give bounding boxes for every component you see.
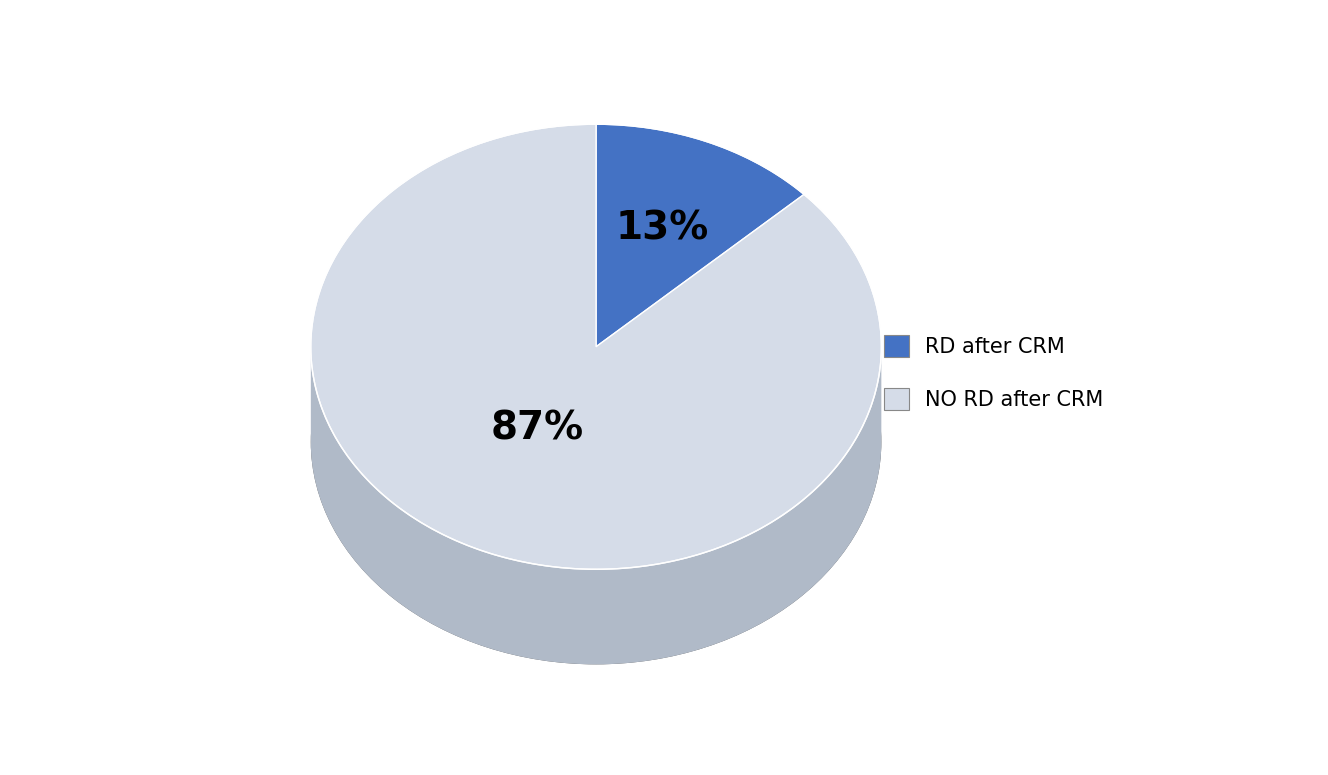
- Polygon shape: [311, 396, 882, 398]
- Polygon shape: [311, 431, 882, 432]
- Polygon shape: [311, 387, 882, 388]
- Polygon shape: [311, 364, 882, 366]
- Polygon shape: [311, 413, 882, 415]
- Polygon shape: [311, 440, 882, 442]
- Polygon shape: [311, 399, 882, 401]
- Polygon shape: [311, 378, 882, 380]
- Polygon shape: [311, 439, 882, 440]
- Polygon shape: [311, 377, 882, 378]
- Text: 13%: 13%: [615, 209, 708, 247]
- Polygon shape: [311, 360, 882, 361]
- Polygon shape: [311, 434, 882, 436]
- Polygon shape: [311, 367, 882, 369]
- Polygon shape: [311, 374, 882, 375]
- Polygon shape: [311, 425, 882, 426]
- Polygon shape: [311, 405, 882, 407]
- Polygon shape: [311, 361, 882, 363]
- Polygon shape: [311, 353, 882, 355]
- Ellipse shape: [311, 219, 882, 664]
- Polygon shape: [311, 380, 882, 381]
- Polygon shape: [311, 346, 882, 348]
- Polygon shape: [311, 418, 882, 419]
- Polygon shape: [311, 422, 882, 423]
- Polygon shape: [311, 356, 882, 358]
- Polygon shape: [311, 404, 882, 405]
- Polygon shape: [311, 348, 882, 350]
- Polygon shape: [311, 350, 882, 664]
- Polygon shape: [311, 390, 882, 391]
- Polygon shape: [311, 393, 882, 394]
- Polygon shape: [311, 410, 882, 412]
- Polygon shape: [311, 391, 882, 393]
- Legend: RD after CRM, NO RD after CRM: RD after CRM, NO RD after CRM: [883, 336, 1104, 410]
- Polygon shape: [311, 426, 882, 428]
- Polygon shape: [311, 401, 882, 402]
- Polygon shape: [311, 384, 882, 387]
- Polygon shape: [311, 432, 882, 434]
- Polygon shape: [596, 124, 803, 346]
- Polygon shape: [311, 375, 882, 377]
- Polygon shape: [311, 350, 882, 352]
- Polygon shape: [311, 381, 882, 383]
- Polygon shape: [311, 124, 882, 570]
- Polygon shape: [311, 358, 882, 360]
- Polygon shape: [311, 428, 882, 429]
- Polygon shape: [311, 394, 882, 396]
- Polygon shape: [311, 402, 882, 404]
- Text: 87%: 87%: [490, 409, 584, 447]
- Polygon shape: [311, 423, 882, 425]
- Polygon shape: [311, 383, 882, 384]
- Polygon shape: [311, 363, 882, 364]
- Polygon shape: [311, 398, 882, 399]
- Polygon shape: [311, 437, 882, 439]
- Polygon shape: [311, 436, 882, 437]
- Polygon shape: [311, 408, 882, 410]
- Polygon shape: [311, 370, 882, 372]
- Polygon shape: [311, 412, 882, 413]
- Polygon shape: [311, 407, 882, 408]
- Polygon shape: [311, 355, 882, 356]
- Polygon shape: [311, 366, 882, 367]
- Polygon shape: [311, 429, 882, 431]
- Polygon shape: [311, 415, 882, 416]
- Polygon shape: [311, 419, 882, 422]
- Polygon shape: [311, 388, 882, 390]
- Polygon shape: [311, 416, 882, 418]
- Polygon shape: [311, 352, 882, 353]
- Polygon shape: [311, 372, 882, 374]
- Polygon shape: [311, 369, 882, 370]
